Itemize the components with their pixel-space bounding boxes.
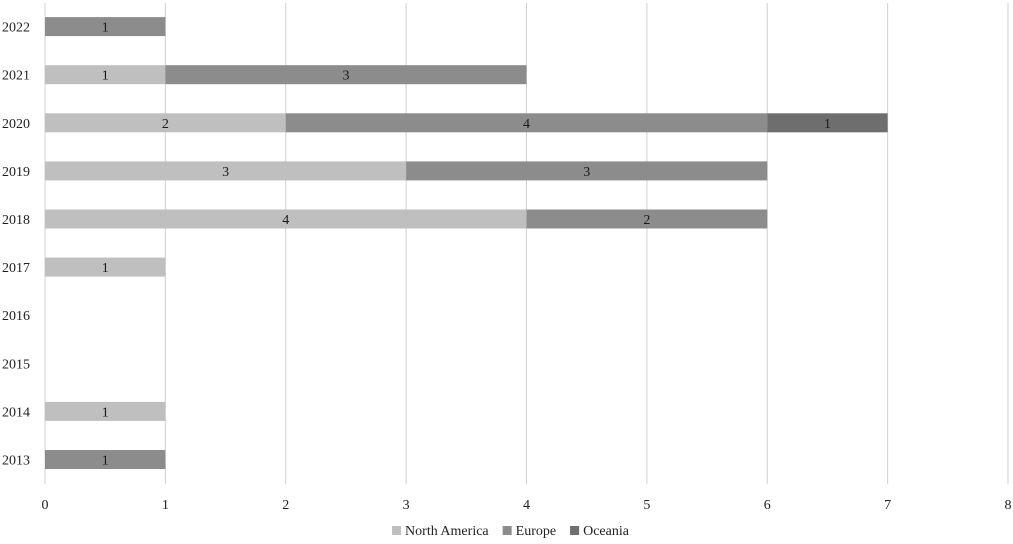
y-tick-label-2015: 2015 (2, 357, 30, 372)
data-label-2021-north-america: 1 (102, 69, 109, 84)
legend-label-north-america: North America (405, 524, 489, 539)
y-tick-label-2016: 2016 (2, 309, 30, 324)
y-tick-label-2022: 2022 (2, 21, 30, 36)
bar-2017-north-america (45, 257, 166, 277)
y-tick-label-2018: 2018 (2, 213, 30, 228)
data-label-2018-europe: 2 (643, 213, 650, 228)
x-tick-label-8: 8 (1005, 498, 1012, 513)
legend-label-oceania: Oceania (583, 524, 630, 539)
y-tick-label-2017: 2017 (2, 261, 30, 276)
bar-2021-north-america (45, 65, 166, 85)
y-tick-label-2020: 2020 (2, 117, 30, 132)
x-tick-label-5: 5 (643, 498, 650, 513)
x-tick-label-7: 7 (884, 498, 891, 513)
x-axis: 0 1 2 3 4 5 6 7 8 (42, 498, 1012, 513)
x-tick-label-1: 1 (162, 498, 169, 513)
legend-swatch-europe (502, 526, 512, 535)
y-tick-label-2021: 2021 (2, 69, 30, 84)
bar-2019-europe (406, 161, 768, 181)
bar-2013-europe (45, 450, 166, 469)
legend-swatch-oceania (570, 526, 580, 535)
y-tick-label-2019: 2019 (2, 165, 30, 180)
bar-2020-oceania (767, 113, 888, 133)
y-axis: 2013 2014 2015 2016 2017 2018 2019 2020 2021 2022 (2, 21, 30, 469)
data-label-2019-europe: 3 (583, 165, 590, 180)
legend-swatch-north-america (392, 526, 402, 535)
data-label-2017-north-america: 1 (102, 261, 109, 276)
x-tick-label-4: 4 (523, 498, 530, 513)
bar-2022-europe (45, 17, 166, 37)
bar-2021-europe (165, 65, 527, 85)
x-tick-label-6: 6 (764, 498, 771, 513)
bar-2020-europe (285, 113, 768, 133)
data-label-2020-europe: 4 (523, 117, 530, 132)
legend-label-europe: Europe (516, 524, 556, 539)
y-tick-label-2014: 2014 (2, 405, 30, 420)
bar-2020-north-america (45, 113, 286, 133)
data-label-2014-north-america: 1 (102, 405, 109, 420)
bar-2014-north-america (45, 401, 166, 421)
data-label-2020-north-america: 2 (162, 117, 169, 132)
x-tick-label-3: 3 (403, 498, 410, 513)
x-tick-label-0: 0 (42, 498, 49, 513)
bar-2018-europe (526, 209, 768, 229)
x-tick-label-2: 2 (282, 498, 289, 513)
data-label-2021-europe: 3 (342, 69, 349, 84)
data-label-2018-north-america: 4 (282, 213, 289, 228)
bar-2018-north-america (45, 209, 527, 229)
data-label-2022-europe: 1 (102, 21, 109, 36)
data-label-2020-oceania: 1 (824, 117, 831, 132)
legend: North America Europe Oceania (392, 524, 630, 539)
bars (45, 17, 888, 469)
data-labels: 1 1 1 4 2 3 3 2 4 1 1 3 1 (102, 21, 831, 469)
y-tick-label-2013: 2013 (2, 454, 30, 469)
bar-2019-north-america (45, 161, 407, 181)
data-label-2019-north-america: 3 (222, 165, 229, 180)
data-label-2013-europe: 1 (102, 454, 109, 469)
